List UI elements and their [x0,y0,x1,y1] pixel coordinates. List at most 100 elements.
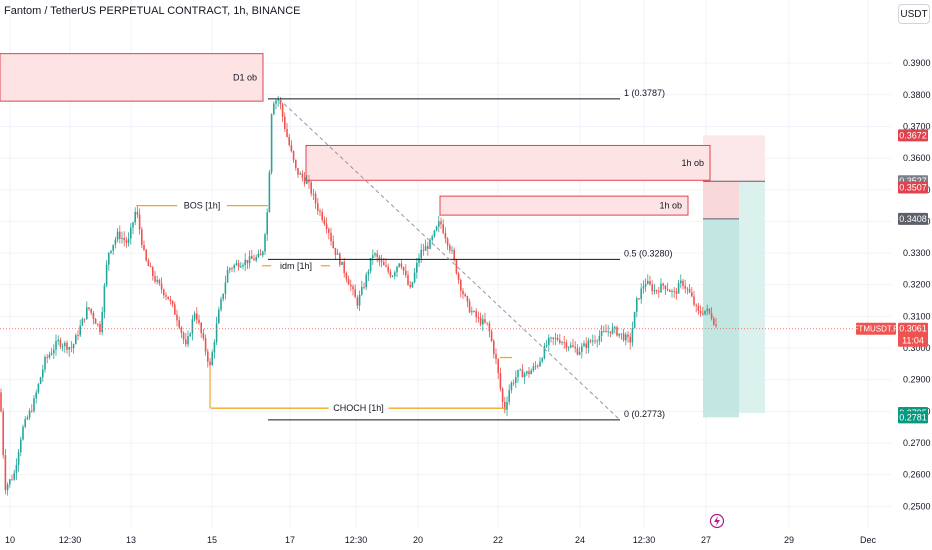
structure-label-bg [177,199,227,212]
candle-body [490,331,493,342]
candle-body [629,336,631,343]
candle-body [622,333,625,341]
candle-body [270,114,273,173]
candle-body [435,226,438,231]
candle-body [620,333,623,335]
candle-body [356,297,359,306]
candle-body [488,323,491,332]
candle-body [649,280,651,285]
candle-body [154,276,156,282]
candle-body [433,230,436,237]
candle-body [446,238,449,246]
candle-body [317,203,319,211]
candle-body [2,411,4,456]
lightning-icon[interactable] [709,513,725,529]
candle-body [163,289,165,296]
time-axis-tick: 12:30 [633,535,656,545]
candle-body [242,265,244,267]
chart-title: Fantom / TetherUS PERPETUAL CONTRACT, 1h… [4,5,301,17]
time-axis-tick: 15 [207,535,217,545]
time-axis-tick: 12:30 [345,535,368,545]
currency-button[interactable]: USDT [898,4,930,24]
candle-body [647,280,649,285]
candle-body [103,285,106,313]
candle-body [457,273,460,281]
candle-body [156,279,158,282]
candle-body [81,318,84,326]
candle-body [167,296,169,300]
candle-body [482,319,484,325]
candle-body [453,249,455,260]
candle-body [262,251,264,256]
candle-body [497,359,499,374]
price-label-value: 0.3507 [899,183,927,193]
candle-body [422,249,425,251]
candle-body [532,366,535,371]
candle-body [86,307,88,319]
candle-body [105,264,108,286]
candle-body [57,339,59,341]
candle-body [336,253,339,255]
candle-body [710,312,713,319]
candle-body [314,193,317,204]
candle-body [389,271,392,277]
candle-body [303,177,306,184]
candle-body [61,346,64,347]
candle-body [180,327,183,333]
candle-body [158,279,161,284]
candle-body [534,365,537,367]
candle-body [691,292,693,297]
candle-body [374,253,376,256]
candle-body [548,337,550,346]
candle-body [614,327,616,328]
price-label-value: 0.3672 [899,130,927,140]
candle-body [323,219,326,225]
candle-body [42,369,44,378]
candle-body [17,452,20,465]
time-axis[interactable]: 10 12:30 13 15 17 12:30 20 22 24 12:30 27 29 Dec [5,513,877,546]
candle-body [33,398,35,412]
fib-level-label: 0 (0.2773) [624,409,665,419]
candle-body [578,351,581,355]
candle-body [347,279,350,285]
candle-body [464,294,466,297]
candle-body [312,193,315,195]
candle-body [83,318,86,320]
candle-body [343,261,345,274]
candle-body [209,361,211,366]
candle-body [589,340,592,342]
candle-body [385,265,387,267]
candle-body [266,212,268,235]
candle-body [684,285,686,289]
candle-body [530,370,532,375]
order-block-label: 1h ob [659,201,682,211]
time-axis-tick: 27 [701,535,711,545]
fib-level-label: 1 (0.3787) [624,88,665,98]
candle-body [363,287,365,288]
candle-body [550,337,552,339]
candle-body [427,246,429,249]
price-axis-tick: 0.2600 [903,470,931,480]
bar-countdown: 11:04 [902,336,924,346]
fib-trend-line [278,98,621,421]
candle-body [704,310,706,315]
time-axis-tick: 24 [575,535,585,545]
candle-body [471,311,473,313]
candle-body [501,388,504,402]
candle-body [400,263,403,268]
price-axis[interactable]: 0.39000.38000.37000.36000.35000.34000.33… [854,0,932,550]
candle-body [512,382,515,384]
candle-body [682,280,684,286]
candle-body [218,309,220,324]
candle-body [160,283,163,290]
candle-body [466,296,469,302]
candle-body [438,221,440,227]
time-axis-tick: 22 [493,535,503,545]
symbol-tag [856,322,896,335]
candle-body [405,270,407,276]
candle-body [552,337,554,339]
candle-body [545,345,548,347]
candle-body [350,284,352,287]
candle-body [640,288,642,299]
